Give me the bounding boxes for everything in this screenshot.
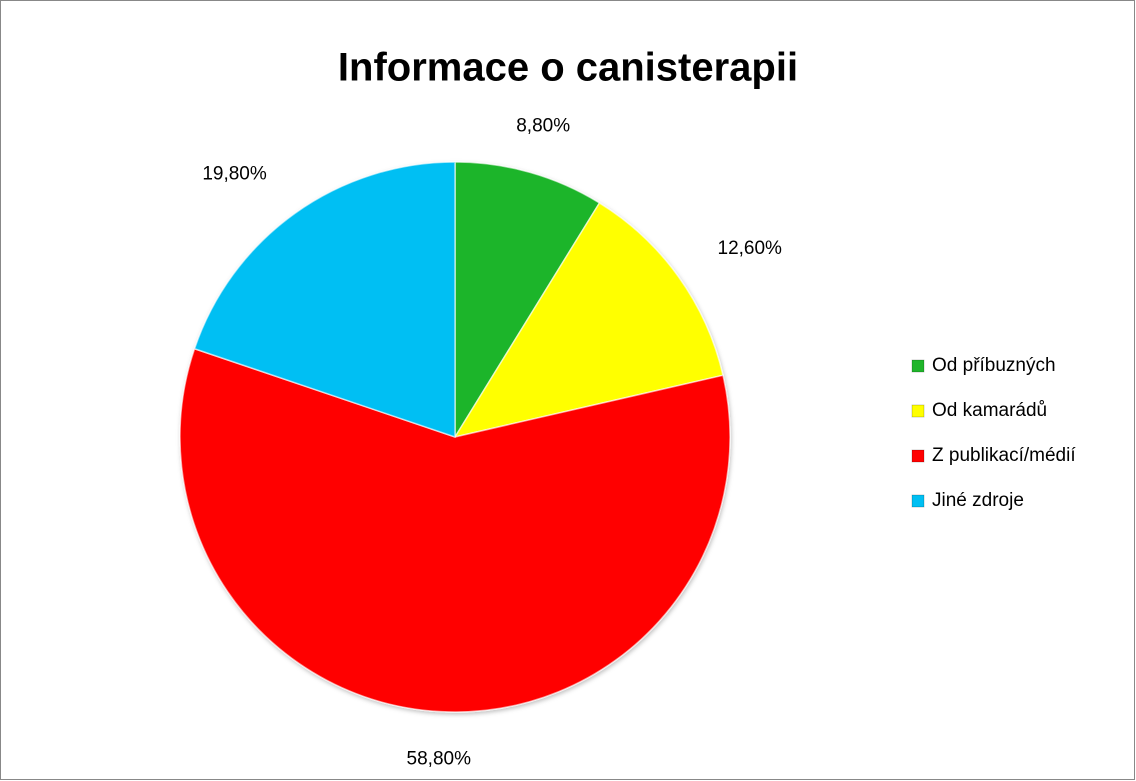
pie-slice: [453, 201, 724, 439]
pie-slice: [193, 161, 456, 439]
legend-swatch: [911, 404, 925, 418]
legend-label: Od příbuzných: [932, 355, 1056, 376]
legend-label: Z publikací/médií: [932, 445, 1076, 466]
data-label: 58,80%: [407, 749, 472, 770]
legend-swatch: [911, 494, 925, 508]
pie: [179, 161, 731, 713]
legend-swatch: [911, 449, 925, 463]
pie-slice: [179, 347, 731, 713]
data-label: 12,60%: [718, 238, 783, 259]
data-label: 8,80%: [516, 115, 570, 136]
data-label: 19,80%: [202, 164, 267, 185]
pie-slice: [454, 161, 601, 440]
chart-title: Informace o canisterapii: [338, 46, 798, 90]
legend-label: Jiné zdroje: [932, 490, 1024, 511]
legend-swatch: [911, 359, 925, 373]
legend-label: Od kamarádů: [932, 400, 1047, 421]
